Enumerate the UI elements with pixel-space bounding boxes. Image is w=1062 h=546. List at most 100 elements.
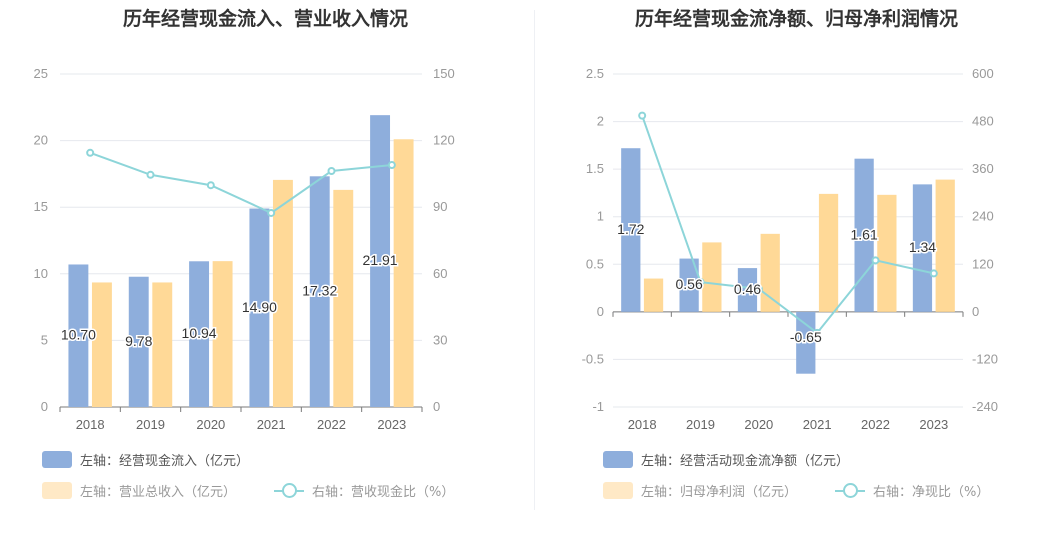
bar-series-1 [737, 268, 758, 312]
left-axis-tick-label: 0 [41, 399, 48, 414]
bar-data-label: 1.34 [909, 239, 936, 255]
bar-data-label: 17.32 [302, 283, 337, 299]
left-axis-tick-label: 15 [34, 199, 48, 214]
legend-item-cash-profit-ratio[interactable]: 右轴：净现比（%） [835, 481, 989, 500]
bar-data-label: -0.65 [790, 329, 822, 345]
x-axis-tick-label: 2022 [317, 417, 346, 432]
right-axis-tick-label: 600 [972, 66, 994, 81]
legend-line-icon [835, 482, 865, 499]
legend-item-cash-inflow[interactable]: 左轴：经营现金流入（亿元） [42, 450, 249, 469]
right-axis-tick-label: 120 [972, 256, 994, 271]
left-axis-tick-label: 20 [34, 133, 48, 148]
left-axis-tick-label: 2 [597, 114, 604, 129]
chart-plot-cash-inflow: 0 5 10 15 20 25 0 30 60 90 120 150 2018 2019 2020 2021 2… [34, 66, 455, 432]
legend-swatch-bar1 [603, 451, 633, 468]
bar-data-label: 0.46 [734, 281, 761, 297]
bar-series-2 [152, 282, 173, 407]
left-axis-tick-label: 0 [597, 304, 604, 319]
chart-panel-cash-inflow: 历年经营现金流入、营业收入情况 0 5 10 15 20 25 0 30 60 90 120 150 2… [34, 8, 455, 500]
right-axis-tick-label: -240 [972, 399, 998, 414]
left-axis-tick-label: 25 [34, 66, 48, 81]
chart-plot-net-cash-flow: -1 -0.5 0 0.5 1 1.5 2 2.5 -240 -120 0 120 240 360 480 6… [582, 66, 998, 432]
left-axis-tick-label: -1 [592, 399, 604, 414]
bar-series-1 [679, 258, 699, 312]
line-point [146, 170, 155, 179]
bar-series-2 [935, 179, 955, 312]
bar-series-2 [91, 282, 112, 407]
x-axis-tick-label: 2020 [196, 417, 225, 432]
line-series [89, 151, 392, 215]
left-axis-tick-label: -0.5 [582, 351, 604, 366]
bar-series-1 [309, 176, 330, 407]
line-point [871, 256, 880, 265]
bar-series-2 [760, 233, 780, 312]
x-axis-tick-label: 2023 [377, 417, 406, 432]
x-axis-tick-label: 2019 [686, 417, 715, 432]
bar-series-2 [333, 189, 354, 407]
right-axis-tick-label: 0 [433, 399, 440, 414]
line-point [267, 208, 276, 217]
line-point [813, 328, 822, 337]
legend-swatch-bar2 [42, 482, 72, 499]
line-point [387, 161, 396, 170]
left-axis-tick-label: 0.5 [586, 256, 604, 271]
x-axis-tick-label: 2021 [803, 417, 832, 432]
legend-label: 左轴：经营活动现金流净额（亿元） [641, 454, 850, 469]
bar-series-1 [854, 158, 874, 312]
left-axis-tick-label: 10 [34, 266, 48, 281]
right-axis-tick-label: 60 [433, 266, 447, 281]
left-axis-tick-label: 1.5 [586, 161, 604, 176]
bar-series-1 [370, 115, 391, 407]
left-axis-tick-label: 1 [597, 209, 604, 224]
line-point [86, 148, 95, 157]
bar-series-2 [393, 139, 414, 407]
bar-series-2 [212, 261, 233, 407]
bar-data-label: 14.90 [242, 299, 277, 315]
bar-series-1 [912, 184, 933, 312]
x-axis-tick-label: 2021 [257, 417, 286, 432]
bar-data-label: 10.94 [182, 325, 217, 341]
bar-series-2 [818, 193, 839, 312]
x-axis-tick-label: 2020 [744, 417, 773, 432]
x-axis-tick-label: 2019 [136, 417, 165, 432]
bar-series-1 [128, 276, 149, 407]
line-point [929, 269, 938, 278]
legend-label: 右轴：营收现金比（%） [312, 485, 455, 500]
line-series [641, 115, 935, 335]
bar-data-label: 0.56 [676, 276, 703, 292]
right-axis-tick-label: 240 [972, 209, 994, 224]
chart-title: 历年经营现金流入、营业收入情况 [122, 8, 408, 30]
chart-panel-net-cash-flow: 历年经营现金流净额、归母净利润情况 -1 -0.5 0 0.5 1 1.5 2 2.5 -240… [531, 0, 1062, 546]
x-axis-tick-label: 2022 [861, 417, 890, 432]
legend-label: 左轴：经营现金流入（亿元） [80, 454, 250, 469]
legend-swatch-bar2 [603, 482, 633, 499]
legend-item-cash-revenue-ratio[interactable]: 右轴：营收现金比（%） [274, 481, 454, 500]
legend-swatch-bar1 [42, 451, 72, 468]
line-point [696, 278, 705, 287]
legend-item-net-cash-flow[interactable]: 左轴：经营活动现金流净额（亿元） [603, 450, 849, 469]
right-axis-tick-label: 480 [972, 114, 994, 129]
legend-label: 左轴：归母净利润（亿元） [641, 485, 798, 500]
line-point [638, 111, 647, 120]
line-point [206, 181, 215, 190]
legend-item-net-profit[interactable]: 左轴：归母净利润（亿元） [603, 481, 797, 500]
right-axis-tick-label: 0 [972, 304, 979, 319]
legend-line-icon [274, 482, 304, 499]
bar-data-label: 10.70 [61, 327, 96, 343]
right-axis-tick-label: 30 [433, 332, 447, 347]
panel-divider [534, 10, 535, 510]
chart-title: 历年经营现金流净额、归母净利润情况 [634, 8, 958, 30]
right-axis-tick-label: 120 [433, 133, 455, 148]
bar-data-label: 1.72 [617, 221, 644, 237]
left-axis-tick-label: 2.5 [586, 66, 604, 81]
bar-series-2 [877, 194, 897, 312]
line-point [327, 167, 336, 176]
x-axis-tick-label: 2023 [919, 417, 948, 432]
bar-series-2 [272, 179, 293, 407]
legend-label: 左轴：营业总收入（亿元） [80, 485, 237, 500]
bar-data-label: 21.91 [363, 252, 398, 268]
bar-series-1 [249, 208, 270, 407]
x-axis-tick-label: 2018 [76, 417, 105, 432]
bar-series-2 [702, 242, 722, 312]
legend-item-revenue[interactable]: 左轴：营业总收入（亿元） [42, 481, 236, 500]
